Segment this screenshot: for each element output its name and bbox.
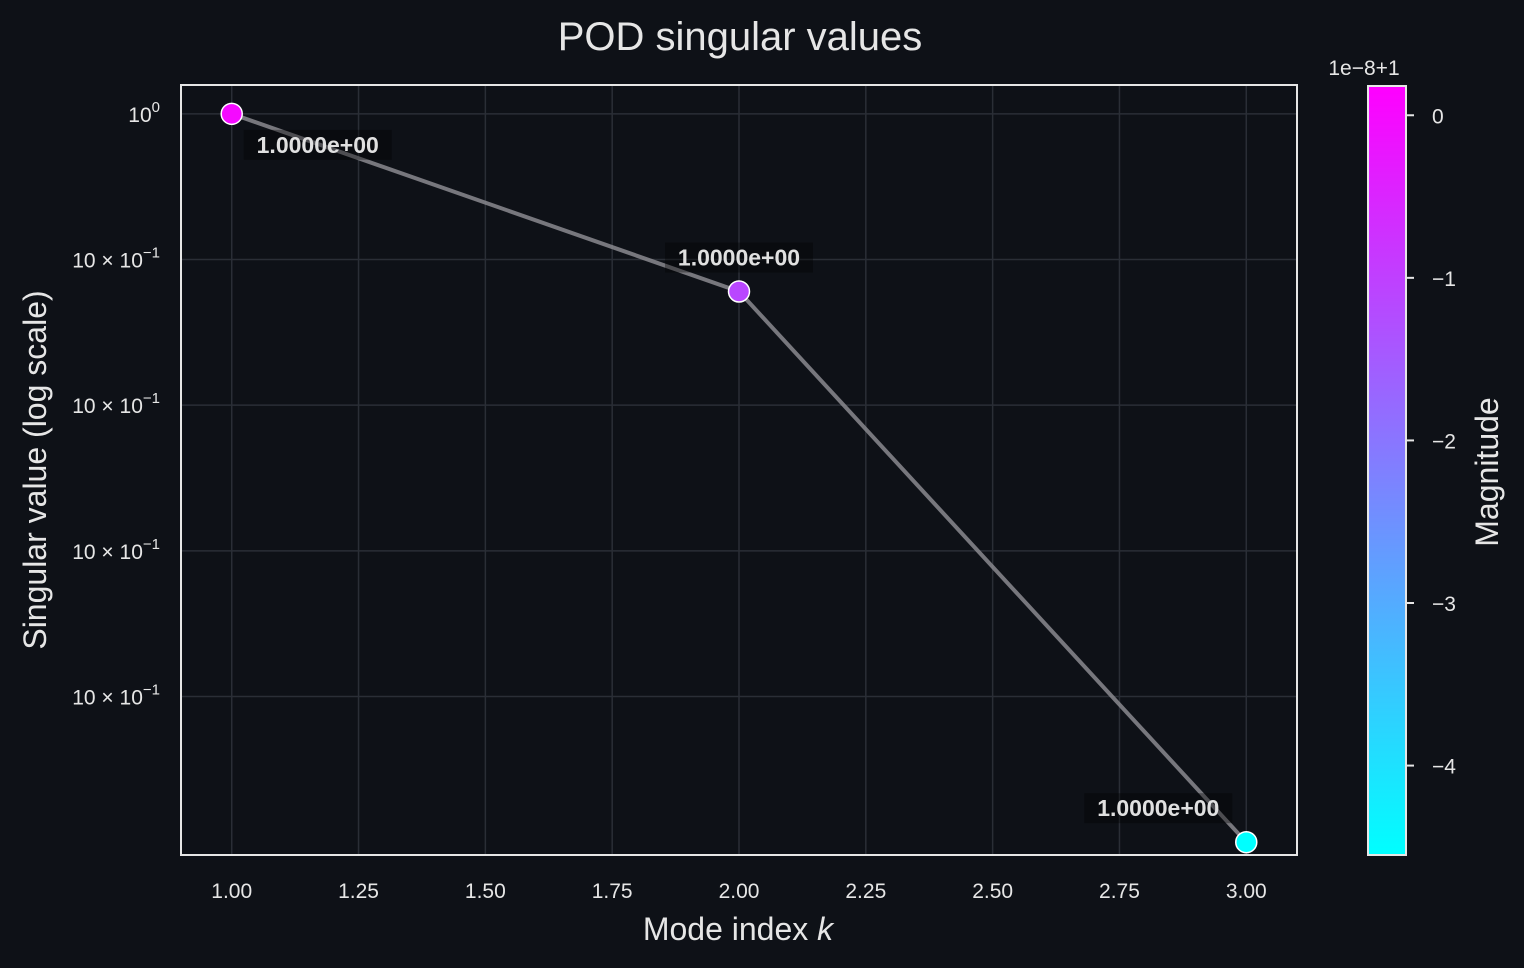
- x-tick-label: 2.50: [972, 880, 1013, 903]
- data-point: [1235, 830, 1258, 854]
- colorbar-tick-label: −1: [1432, 268, 1456, 291]
- chart-title: POD singular values: [558, 15, 923, 59]
- x-tick-label: 2.25: [845, 880, 886, 903]
- data-labels: 1.0000e+00 1.0000e+00 1.0000e+00: [243, 129, 1233, 824]
- colorbar-ticks: 0 −1 −2 −3 −4: [1406, 105, 1456, 779]
- data-label-bg: [243, 129, 392, 160]
- x-tick-label: 1.50: [465, 880, 506, 903]
- data-label-bg: [665, 242, 813, 273]
- x-tick-label: 1.00: [211, 880, 252, 903]
- data-point: [220, 102, 243, 126]
- y-tick-label: 100: [128, 99, 160, 127]
- colorbar-tick-label: −3: [1432, 593, 1456, 616]
- colorbar: [1367, 85, 1407, 856]
- colorbar-label: Magnitude: [1469, 397, 1505, 546]
- colorbar-offset-label: 1e−8+1: [1328, 57, 1399, 80]
- y-tick-label: 10 × 10−1: [72, 536, 160, 564]
- y-tick-label: 10 × 10−1: [72, 244, 160, 272]
- y-tick-label: 10 × 10−1: [72, 390, 160, 418]
- x-tick-label: 3.00: [1226, 880, 1267, 903]
- y-axis-label: Singular value (log scale): [17, 290, 53, 649]
- y-ticks: 100 10 × 10−1 10 × 10−1 10 × 10−1 10 × 10−1: [72, 99, 160, 710]
- colorbar-tick-label: −4: [1432, 756, 1456, 779]
- x-tick-label: 1.25: [338, 880, 379, 903]
- y-tick-label: 10 × 10−1: [72, 682, 160, 710]
- data-point: [727, 280, 751, 303]
- colorbar-tick-label: 0: [1432, 105, 1444, 128]
- grid: [181, 85, 1297, 855]
- x-tick-label: 2.00: [719, 880, 760, 903]
- x-tick-label: 1.75: [592, 880, 633, 903]
- colorbar-tick-label: −2: [1432, 430, 1456, 453]
- x-ticks: 1.00 1.25 1.50 1.75 2.00 2.25 2.50 2.75 3.00: [211, 880, 1266, 903]
- plot-frame: [180, 84, 1298, 856]
- data-points: [220, 102, 1258, 854]
- x-axis-label: Mode index k: [643, 911, 835, 947]
- data-label: 1.0000e+00: [678, 245, 800, 271]
- data-label-bg: [1084, 793, 1233, 824]
- x-tick-label: 2.75: [1099, 880, 1140, 903]
- data-label: 1.0000e+00: [1097, 795, 1219, 821]
- data-label: 1.0000e+00: [257, 132, 379, 158]
